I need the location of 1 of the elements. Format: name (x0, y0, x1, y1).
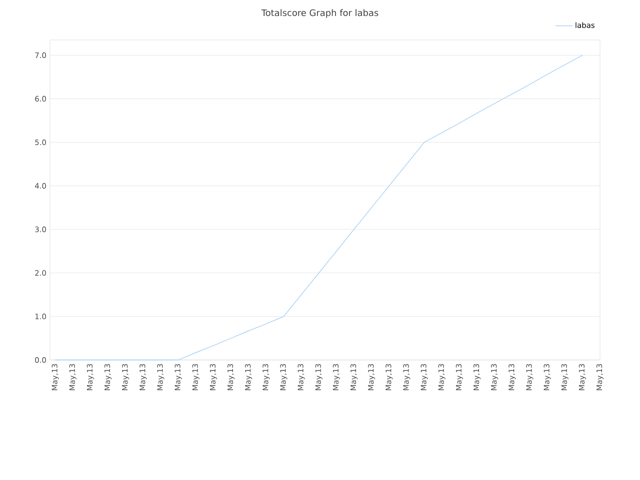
chart-title: Totalscore Graph for labas (261, 9, 378, 18)
